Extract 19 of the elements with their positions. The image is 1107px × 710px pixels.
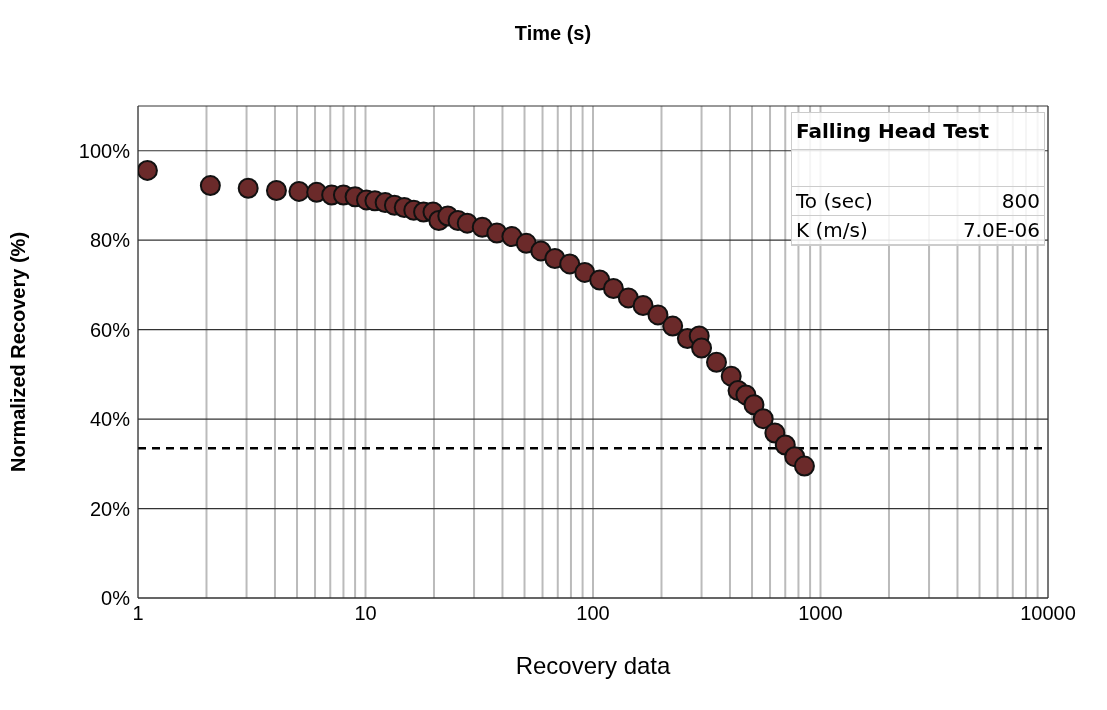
chart-title: Time (s) <box>513 22 593 45</box>
annotation: To (sec) <box>795 188 874 215</box>
y-tick-label: 60% <box>89 318 131 341</box>
x-axis-title: Recovery data <box>515 652 672 679</box>
y-tick-label: 0% <box>101 587 131 610</box>
x-tick-label: 1 <box>132 602 144 625</box>
x-tick-label: 10 <box>354 602 377 625</box>
x-tick-label: 1000 <box>798 602 843 625</box>
y-tick-label: 100% <box>78 139 131 162</box>
x-tick-label: 10000 <box>1020 602 1076 625</box>
x-tick-label: 100 <box>576 602 610 625</box>
annotation: 800 <box>1000 188 1041 215</box>
y-tick-label: 80% <box>89 229 131 252</box>
y-tick-label: 40% <box>89 408 131 431</box>
y-tick-label: 20% <box>89 497 131 520</box>
annotation: K (m/s) <box>795 217 869 244</box>
annotation: Falling Head Test <box>792 113 1044 150</box>
annotation: 7.0E-06 <box>961 217 1041 244</box>
y-axis-title: Normalized Recovery (%) <box>7 231 30 473</box>
